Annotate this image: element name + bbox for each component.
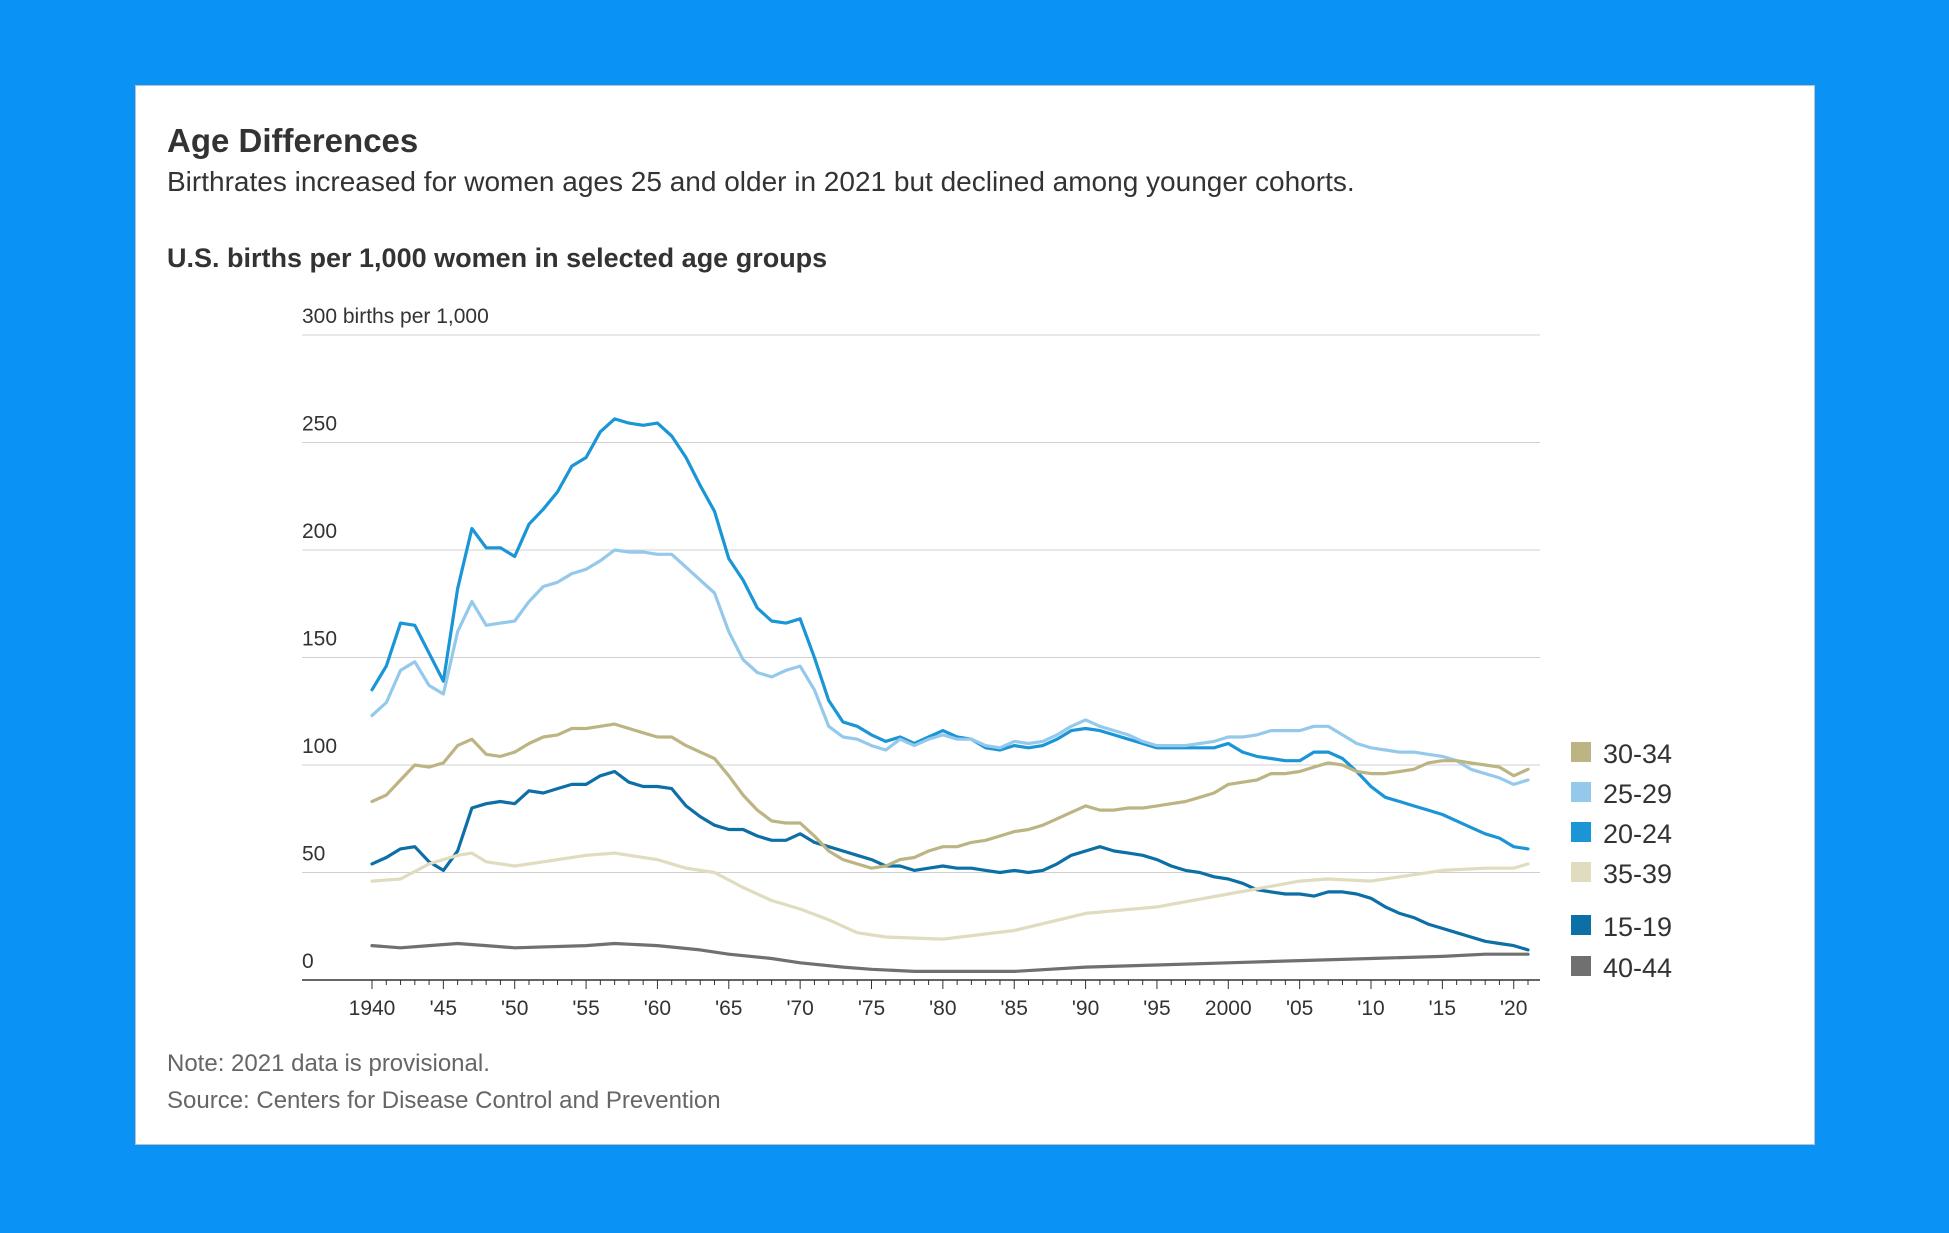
legend-swatch: [1571, 862, 1591, 882]
series-line-40-44: [370, 941, 1530, 973]
legend: 40-44 15-19 35-39 20-24 25-29 30-34: [1571, 739, 1672, 983]
x-tick-label: '45: [430, 997, 457, 1020]
legend-item-35-39: 35-39: [1571, 859, 1672, 889]
series-layer: [370, 417, 1530, 973]
legend-item-25-29: 25-29: [1571, 779, 1672, 809]
x-tick-label: '55: [572, 997, 599, 1020]
legend-item-20-24: 20-24: [1571, 819, 1672, 849]
x-tick-label: '20: [1500, 997, 1527, 1020]
x-tick-label: '80: [929, 997, 956, 1020]
legend-swatch: [1571, 915, 1591, 935]
series-line-30-34: [370, 722, 1530, 870]
x-tick-label: '85: [1001, 997, 1028, 1020]
legend-label: 20-24: [1603, 819, 1672, 849]
y-tick-label: 50: [302, 843, 325, 866]
legend-item-40-44: 40-44: [1571, 953, 1672, 983]
x-tick-label: '65: [715, 997, 742, 1020]
x-tick-label: 1940: [349, 997, 396, 1020]
legend-swatch: [1571, 742, 1591, 762]
y-tick-label: 300 births per 1,000: [302, 305, 489, 328]
axis-layer: 0 50 100 150 200 250 300 births per 1,000 1940 '…: [302, 305, 1540, 1020]
y-tick-label: 100: [302, 735, 337, 758]
chart-card: [135, 85, 1815, 1145]
x-tick-label: '90: [1072, 997, 1099, 1020]
x-tick-label: '75: [858, 997, 885, 1020]
grid-layer: [302, 334, 1540, 873]
y-tick-label: 0: [302, 950, 314, 973]
x-tick-label: 2000: [1205, 997, 1252, 1020]
chart-note: Note: 2021 data is provisional.: [167, 1050, 490, 1077]
legend-item-15-19: 15-19: [1571, 912, 1672, 942]
chart-headline: Age Differences: [167, 122, 419, 159]
x-tick-label: '95: [1143, 997, 1170, 1020]
series-line-35-39: [370, 851, 1530, 941]
x-tick-label: '70: [786, 997, 813, 1020]
x-tick-label: '60: [644, 997, 671, 1020]
legend-label: 40-44: [1603, 953, 1672, 983]
series-line-15-19: [370, 769, 1530, 952]
x-tick-label: '50: [501, 997, 528, 1020]
legend-swatch: [1571, 782, 1591, 802]
legend-label: 35-39: [1603, 859, 1672, 889]
y-tick-label: 250: [302, 413, 337, 436]
y-tick-label: 150: [302, 628, 337, 651]
x-tick-label: '10: [1357, 997, 1384, 1020]
y-tick-label: 200: [302, 520, 337, 543]
legend-label: 15-19: [1603, 912, 1672, 942]
legend-label: 25-29: [1603, 779, 1672, 809]
chart-title: U.S. births per 1,000 women in selected …: [167, 243, 828, 273]
series-line-25-29: [370, 548, 1530, 786]
legend-swatch: [1571, 822, 1591, 842]
legend-label: 30-34: [1603, 739, 1672, 769]
series-line-20-24: [370, 417, 1530, 851]
legend-swatch: [1571, 956, 1591, 976]
x-tick-label: '05: [1286, 997, 1313, 1020]
x-tick-label: '15: [1429, 997, 1456, 1020]
chart-subtitle: Birthrates increased for women ages 25 a…: [167, 166, 1355, 197]
chart-source: Source: Centers for Disease Control and …: [167, 1087, 721, 1114]
legend-item-30-34: 30-34: [1571, 739, 1672, 769]
